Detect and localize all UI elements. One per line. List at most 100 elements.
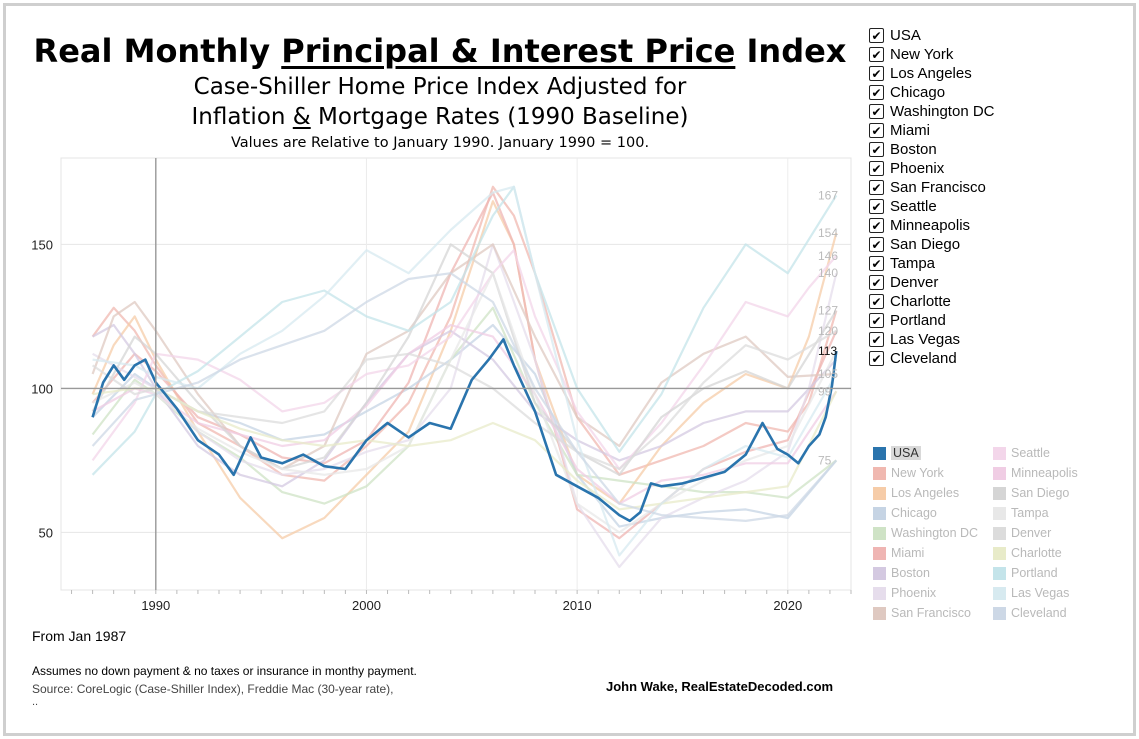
legend-swatch xyxy=(993,606,1006,620)
legend-item-phoenix[interactable]: Phoenix xyxy=(873,584,936,602)
filter-item-chicago[interactable]: ✔ Chicago xyxy=(869,83,995,102)
legend-label: USA xyxy=(891,446,921,460)
checkbox-checked-icon[interactable]: ✔ xyxy=(869,180,884,195)
filter-item-label: Seattle xyxy=(890,198,937,215)
checkbox-checked-icon[interactable]: ✔ xyxy=(869,142,884,157)
end-value-label: 146 xyxy=(818,249,838,263)
legend-label: Charlotte xyxy=(1011,546,1062,560)
legend-swatch xyxy=(873,546,886,560)
filter-item-tampa[interactable]: ✔ Tampa xyxy=(869,254,995,273)
filter-item-usa[interactable]: ✔ USA xyxy=(869,26,995,45)
filter-item-boston[interactable]: ✔ Boston xyxy=(869,140,995,159)
end-value-label: 140 xyxy=(818,266,838,280)
checkbox-checked-icon[interactable]: ✔ xyxy=(869,332,884,347)
legend-item-miami[interactable]: Miami xyxy=(873,544,924,562)
filter-item-seattle[interactable]: ✔ Seattle xyxy=(869,197,995,216)
filter-item-charlotte[interactable]: ✔ Charlotte xyxy=(869,292,995,311)
legend-label: Portland xyxy=(1011,566,1058,580)
checkbox-checked-icon[interactable]: ✔ xyxy=(869,275,884,290)
legend-swatch xyxy=(873,526,886,540)
legend-label: Cleveland xyxy=(1011,606,1067,620)
subtitle-ampersand: & xyxy=(292,104,311,130)
checkbox-checked-icon[interactable]: ✔ xyxy=(869,199,884,214)
legend-label: Denver xyxy=(1011,526,1052,540)
end-value-label: 154 xyxy=(818,226,838,240)
checkbox-checked-icon[interactable]: ✔ xyxy=(869,256,884,271)
legend-swatch xyxy=(873,506,886,520)
filter-item-minneapolis[interactable]: ✔ Minneapolis xyxy=(869,216,995,235)
legend-item-portland[interactable]: Portland xyxy=(993,564,1058,582)
filter-item-san-francisco[interactable]: ✔ San Francisco xyxy=(869,178,995,197)
checkbox-checked-icon[interactable]: ✔ xyxy=(869,66,884,81)
x-tick-label: 2010 xyxy=(563,598,592,613)
legend-swatch xyxy=(873,466,886,480)
legend-label: Tampa xyxy=(1011,506,1049,520)
filter-item-los-angeles[interactable]: ✔ Los Angeles xyxy=(869,64,995,83)
legend-swatch xyxy=(873,606,886,620)
filter-item-miami[interactable]: ✔ Miami xyxy=(869,121,995,140)
checkbox-checked-icon[interactable]: ✔ xyxy=(869,104,884,119)
legend-swatch xyxy=(993,526,1006,540)
checkbox-checked-icon[interactable]: ✔ xyxy=(869,161,884,176)
legend-label: Boston xyxy=(891,566,930,580)
filter-item-new-york[interactable]: ✔ New York xyxy=(869,45,995,64)
figure-frame xyxy=(3,3,1136,736)
legend-item-san-francisco[interactable]: San Francisco xyxy=(873,604,971,622)
subtitle-line-2-part-1: Inflation xyxy=(191,104,293,130)
filter-item-washington-dc[interactable]: ✔ Washington DC xyxy=(869,102,995,121)
filter-item-label: San Diego xyxy=(890,236,961,253)
filter-item-portland[interactable]: ✔ Portland xyxy=(869,311,995,330)
filter-item-denver[interactable]: ✔ Denver xyxy=(869,273,995,292)
legend-item-washington-dc[interactable]: Washington DC xyxy=(873,524,978,542)
legend-item-los-angeles[interactable]: Los Angeles xyxy=(873,484,959,502)
legend-label: Washington DC xyxy=(891,526,979,540)
filter-item-label: Tampa xyxy=(890,255,936,272)
legend-item-denver[interactable]: Denver xyxy=(993,524,1051,542)
legend-item-boston[interactable]: Boston xyxy=(873,564,930,582)
legend-label: Los Angeles xyxy=(891,486,960,500)
checkbox-checked-icon[interactable]: ✔ xyxy=(869,47,884,62)
legend-item-minneapolis[interactable]: Minneapolis xyxy=(993,464,1078,482)
end-value-label: 105 xyxy=(818,367,838,381)
title-part-1: Real Monthly xyxy=(33,32,282,70)
legend-item-san-diego[interactable]: San Diego xyxy=(993,484,1069,502)
legend-label: Miami xyxy=(891,546,925,560)
filter-item-label: Portland xyxy=(890,312,946,329)
legend-item-chicago[interactable]: Chicago xyxy=(873,504,937,522)
series-line-charlotte xyxy=(92,387,838,511)
filter-item-cleveland[interactable]: ✔ Cleveland xyxy=(869,349,995,368)
legend-label: Seattle xyxy=(1011,446,1050,460)
filter-item-san-diego[interactable]: ✔ San Diego xyxy=(869,235,995,254)
subtitle-line-1: Case-Shiller Home Price Index Adjusted f… xyxy=(193,74,687,100)
legend-item-las-vegas[interactable]: Las Vegas xyxy=(993,584,1069,602)
subtitle-line-3: Values are Relative to January 1990. Jan… xyxy=(230,135,650,151)
x-tick-label: 2020 xyxy=(773,598,802,613)
date-range-note: From Jan 1987 xyxy=(32,628,127,644)
filter-item-label: Chicago xyxy=(890,84,946,101)
x-tick-label: 2000 xyxy=(352,598,381,613)
legend-item-charlotte[interactable]: Charlotte xyxy=(993,544,1062,562)
legend-item-usa[interactable]: USA xyxy=(873,444,921,462)
legend-label: Chicago xyxy=(891,506,937,520)
checkbox-checked-icon[interactable]: ✔ xyxy=(869,294,884,309)
series-line-portland xyxy=(91,185,838,476)
checkbox-checked-icon[interactable]: ✔ xyxy=(869,313,884,328)
legend-item-new-york[interactable]: New York xyxy=(873,464,944,482)
checkbox-checked-icon[interactable]: ✔ xyxy=(869,85,884,100)
plot-area-border xyxy=(60,157,852,591)
filter-item-label: Miami xyxy=(890,122,930,139)
city-filter: ✔ USA ✔ New York ✔ Los Angeles ✔ Chicago ✔ Washin… xyxy=(869,26,995,368)
filter-item-label: Minneapolis xyxy=(890,217,971,234)
filter-item-phoenix[interactable]: ✔ Phoenix xyxy=(869,159,995,178)
checkbox-checked-icon[interactable]: ✔ xyxy=(869,123,884,138)
checkbox-checked-icon[interactable]: ✔ xyxy=(869,28,884,43)
filter-item-las-vegas[interactable]: ✔ Las Vegas xyxy=(869,330,995,349)
legend-item-tampa[interactable]: Tampa xyxy=(993,504,1049,522)
legend-item-seattle[interactable]: Seattle xyxy=(993,444,1050,462)
series-line-tampa xyxy=(92,272,838,534)
legend-item-cleveland[interactable]: Cleveland xyxy=(993,604,1067,622)
checkbox-checked-icon[interactable]: ✔ xyxy=(869,218,884,233)
x-tick-label: 1990 xyxy=(141,598,170,613)
checkbox-checked-icon[interactable]: ✔ xyxy=(869,237,884,252)
checkbox-checked-icon[interactable]: ✔ xyxy=(869,351,884,366)
